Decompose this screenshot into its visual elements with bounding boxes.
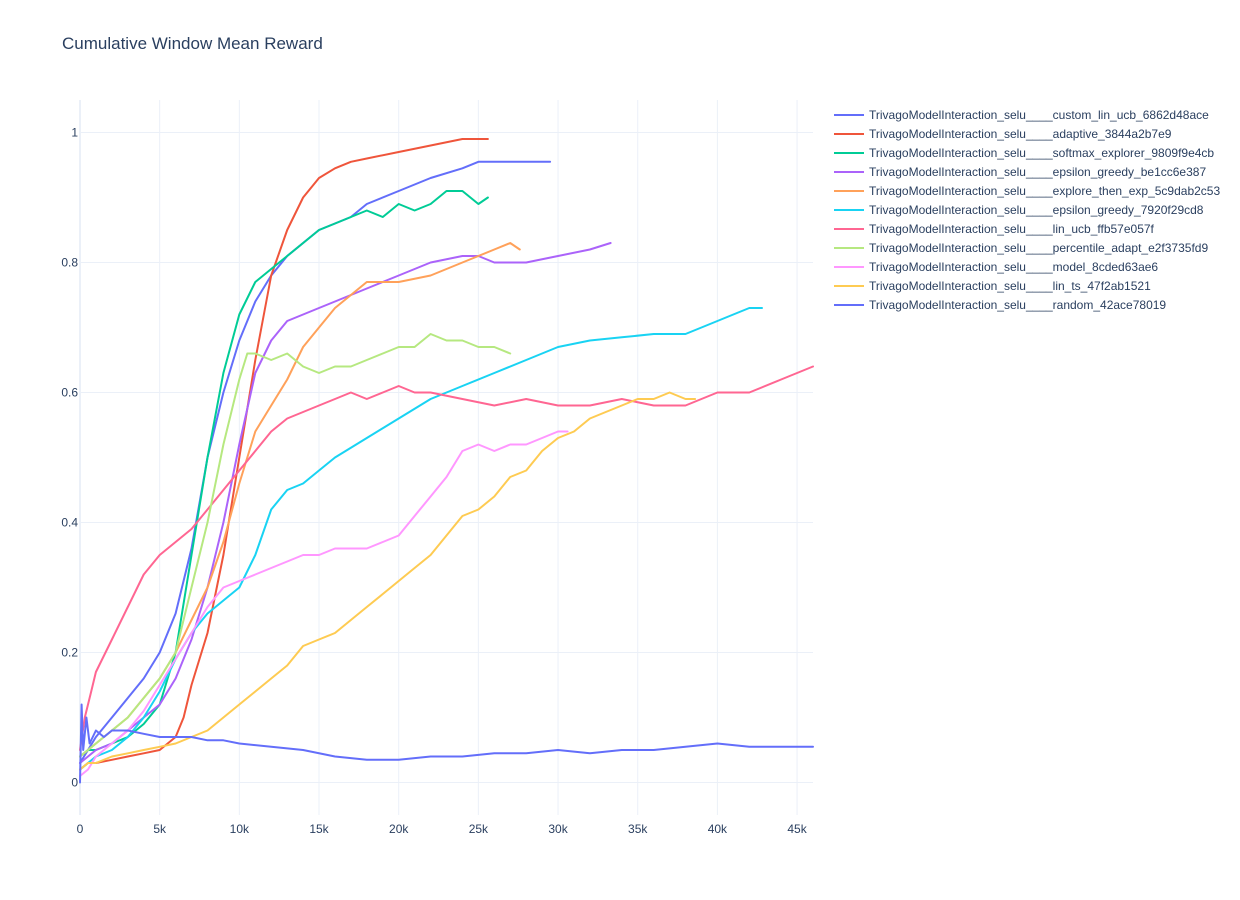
- chart-title: Cumulative Window Mean Reward: [62, 34, 323, 53]
- x-tick-label: 40k: [708, 822, 728, 836]
- series-line-5: [79, 242, 521, 758]
- x-tick-label: 20k: [389, 822, 409, 836]
- legend-label: TrivagoModelInteraction_selu____epsilon_…: [869, 203, 1204, 217]
- legend-item[interactable]: TrivagoModelInteraction_selu____percenti…: [834, 241, 1208, 255]
- x-tick-label: 5k: [153, 822, 167, 836]
- series-line-3: [79, 190, 489, 758]
- legend-item[interactable]: TrivagoModelInteraction_selu____random_4…: [834, 298, 1166, 312]
- series-line-9: [79, 430, 569, 777]
- y-tick-label: 0.6: [61, 386, 78, 400]
- y-tick-label: 1: [71, 126, 78, 140]
- x-tick-label: 45k: [787, 822, 807, 836]
- legend-item[interactable]: TrivagoModelInteraction_selu____custom_l…: [834, 108, 1209, 122]
- legend-item[interactable]: TrivagoModelInteraction_selu____epsilon_…: [834, 203, 1204, 217]
- x-tick-label: 15k: [309, 822, 329, 836]
- axes: 0 5k 10k 15k 20k 25k 30k 35k 40k 45k 0 0.2 0.4 0.6 0.8…: [61, 126, 807, 837]
- legend[interactable]: TrivagoModelInteraction_selu____custom_l…: [834, 108, 1220, 312]
- series-line-7: [79, 365, 814, 751]
- x-tick-label: 0: [77, 822, 84, 836]
- legend-item[interactable]: TrivagoModelInteraction_selu____model_8c…: [834, 260, 1158, 274]
- legend-label: TrivagoModelInteraction_selu____percenti…: [869, 241, 1208, 255]
- series-line-6: [79, 307, 763, 771]
- legend-label: TrivagoModelInteraction_selu____softmax_…: [869, 146, 1214, 160]
- grid: [79, 100, 813, 815]
- series-line-4: [79, 242, 612, 764]
- series-line-8: [79, 333, 512, 758]
- legend-label: TrivagoModelInteraction_selu____lin_ts_4…: [869, 279, 1151, 293]
- legend-label: TrivagoModelInteraction_selu____random_4…: [869, 298, 1166, 312]
- series-line-11: [79, 703, 814, 784]
- x-tick-label: 10k: [230, 822, 250, 836]
- legend-label: TrivagoModelInteraction_selu____custom_l…: [869, 108, 1209, 122]
- y-tick-label: 0: [71, 776, 78, 790]
- legend-label: TrivagoModelInteraction_selu____lin_ucb_…: [869, 222, 1155, 236]
- legend-label: TrivagoModelInteraction_selu____adaptive…: [869, 127, 1172, 141]
- y-tick-label: 0.8: [61, 256, 78, 270]
- legend-item[interactable]: TrivagoModelInteraction_selu____softmax_…: [834, 146, 1214, 160]
- legend-item[interactable]: TrivagoModelInteraction_selu____lin_ucb_…: [834, 222, 1155, 236]
- series-line-1: [79, 160, 552, 764]
- series-lines: [79, 138, 814, 784]
- series-line-2: [79, 138, 489, 771]
- legend-item[interactable]: TrivagoModelInteraction_selu____lin_ts_4…: [834, 279, 1151, 293]
- series-line-10: [79, 391, 697, 771]
- x-tick-label: 30k: [548, 822, 568, 836]
- legend-item[interactable]: TrivagoModelInteraction_selu____epsilon_…: [834, 165, 1206, 179]
- legend-item[interactable]: TrivagoModelInteraction_selu____adaptive…: [834, 127, 1172, 141]
- legend-label: TrivagoModelInteraction_selu____explore_…: [869, 184, 1220, 198]
- y-tick-label: 0.2: [61, 646, 78, 660]
- y-tick-label: 0.4: [61, 516, 78, 530]
- x-tick-label: 35k: [628, 822, 648, 836]
- legend-label: TrivagoModelInteraction_selu____model_8c…: [869, 260, 1158, 274]
- legend-label: TrivagoModelInteraction_selu____epsilon_…: [869, 165, 1206, 179]
- legend-item[interactable]: TrivagoModelInteraction_selu____explore_…: [834, 184, 1220, 198]
- x-tick-label: 25k: [469, 822, 489, 836]
